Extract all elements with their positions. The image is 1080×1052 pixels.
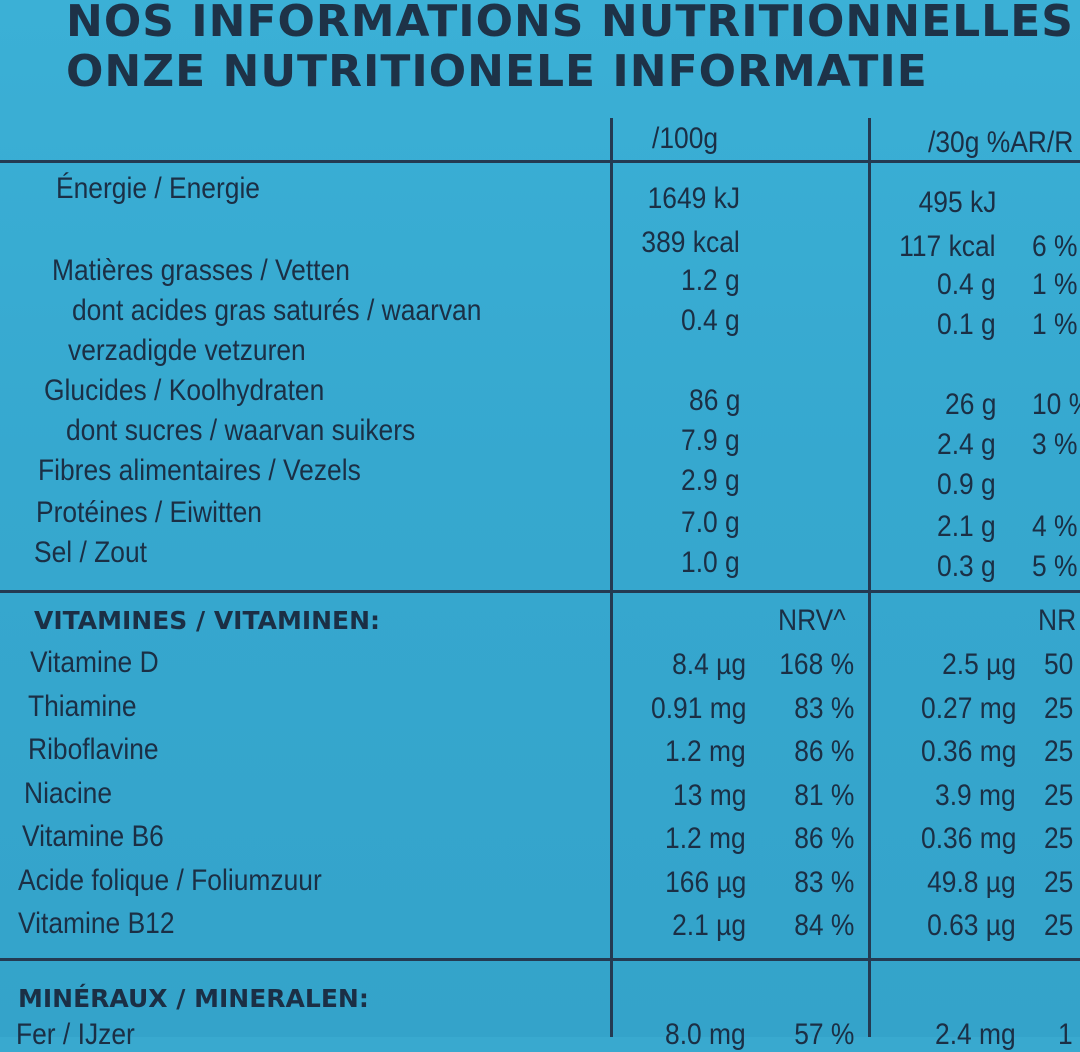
minerals-heading: MINÉRAUX / MINERALEN:	[18, 984, 369, 1013]
nutrient-ri-percent: 4 %	[1032, 510, 1078, 543]
nutrient-ri-percent: 6 %	[1032, 230, 1078, 263]
vitamin-nrv-100g: 83 %	[793, 866, 854, 899]
nutrient-label: dont acides gras saturés / waarvan	[72, 294, 482, 327]
nutrient-value-100g: 7.0 g	[681, 506, 740, 539]
vitamin-value-30g: 0.36 mg	[920, 735, 1016, 768]
nutrient-ri-percent: 5 %	[1032, 550, 1078, 583]
vitamin-nrv-30g: 25	[1044, 909, 1074, 942]
nutrient-value-100g: 86 g	[688, 384, 740, 417]
vitamin-value-30g: 2.5 µg	[942, 648, 1016, 681]
nutrient-value-30g: 2.1 g	[937, 510, 996, 543]
nutrient-value-30g: 0.9 g	[937, 468, 996, 501]
vitamin-value-100g: 8.4 µg	[672, 648, 746, 681]
vitamin-nrv-100g: 83 %	[793, 692, 854, 725]
vitamin-value-100g: 1.2 mg	[665, 735, 746, 768]
nutrient-label: Matières grasses / Vetten	[52, 254, 350, 287]
vitamin-label: Acide folique / Foliumzuur	[18, 864, 322, 897]
nutrient-label: Fibres alimentaires / Vezels	[38, 454, 361, 487]
nutrient-value-30g: 0.3 g	[937, 550, 996, 583]
vitamin-nrv-30g: 50	[1044, 648, 1074, 681]
nutrient-label: Glucides / Koolhydraten	[44, 374, 325, 407]
mineral-value-30g: 2.4 mg	[935, 1018, 1016, 1051]
nutrient-value-100g: 1.2 g	[681, 264, 740, 297]
title-dutch: ONZE NUTRITIONELE INFORMATIE	[66, 46, 928, 97]
nutrient-value-30g: 0.1 g	[937, 308, 996, 341]
nutrient-value-100g: 389 kcal	[641, 226, 740, 259]
vitamin-nrv-30g: 25	[1044, 692, 1074, 725]
vitamins-divider	[0, 590, 1080, 593]
vitamin-nrv-30g: 25	[1044, 779, 1074, 812]
header-per-100g: /100g	[652, 122, 719, 155]
nutrient-value-100g: 1649 kJ	[647, 182, 740, 215]
nutrient-label: Sel / Zout	[34, 536, 147, 569]
nutrient-value-30g: 117 kcal	[899, 230, 996, 263]
vitamin-label: Riboflavine	[28, 733, 159, 766]
vitamin-label: Vitamine B6	[22, 820, 164, 853]
vitamin-nrv-30g: 25	[1044, 822, 1074, 855]
nutrient-value-100g: 0.4 g	[681, 304, 740, 337]
nutrient-value-30g: 2.4 g	[937, 428, 996, 461]
nutrient-value-100g: 2.9 g	[681, 464, 740, 497]
nutrient-value-30g: 0.4 g	[937, 268, 996, 301]
nutrient-ri-percent: 3 %	[1032, 428, 1078, 461]
nutrient-ri-percent: 1 %	[1032, 308, 1078, 341]
vitamin-value-30g: 49.8 µg	[927, 866, 1016, 899]
nutrient-ri-percent: 1 %	[1032, 268, 1078, 301]
vitamin-value-30g: 0.27 mg	[920, 692, 1016, 725]
vitamin-nrv-100g: 86 %	[793, 735, 854, 768]
vitamin-nrv-100g: 84 %	[793, 909, 854, 942]
header-divider	[0, 160, 1080, 163]
vitamin-value-30g: 0.36 mg	[920, 822, 1016, 855]
column-divider-30g	[868, 118, 871, 1037]
vitamin-value-100g: 2.1 µg	[672, 909, 746, 942]
column-divider-100g	[610, 118, 613, 1037]
vitamin-nrv-100g: 86 %	[793, 822, 854, 855]
vitamins-heading: VITAMINES / VITAMINEN:	[34, 606, 381, 635]
vitamin-nrv-100g: 168 %	[779, 648, 854, 681]
vitamin-label: Vitamine B12	[18, 907, 175, 940]
vitamin-value-30g: 3.9 mg	[935, 779, 1016, 812]
nutrient-label: dont sucres / waarvan suikers	[66, 414, 416, 447]
vitamin-label: Vitamine D	[30, 646, 159, 679]
vitamin-label: Thiamine	[28, 690, 137, 723]
nutrient-value-30g: 26 g	[944, 388, 996, 421]
nutrient-label: verzadigde vetzuren	[68, 334, 306, 367]
nutrient-value-30g: 495 kJ	[918, 186, 996, 219]
nutrient-value-100g: 1.0 g	[681, 546, 740, 579]
nutrient-value-100g: 7.9 g	[681, 424, 740, 457]
minerals-divider	[0, 958, 1080, 961]
vitamin-value-100g: 13 mg	[672, 779, 746, 812]
vitamin-value-100g: 166 µg	[664, 866, 746, 899]
vitamin-nrv-100g: 81 %	[793, 779, 854, 812]
mineral-nrv-30g: 1	[1058, 1018, 1073, 1051]
vitamin-nrv-30g: 25	[1044, 866, 1074, 899]
vitamin-value-100g: 1.2 mg	[665, 822, 746, 855]
mineral-label: Fer / IJzer	[16, 1018, 135, 1051]
vitamin-nrv-30g: 25	[1044, 735, 1074, 768]
nutrient-label: Énergie / Energie	[56, 172, 260, 205]
nrv-header: NRV^	[778, 604, 846, 637]
nrv-header-30g: NR	[1038, 604, 1077, 637]
nutrient-ri-percent: 10 %	[1032, 388, 1080, 421]
vitamin-label: Niacine	[24, 777, 113, 810]
nutrient-label: Protéines / Eiwitten	[36, 496, 262, 529]
vitamin-value-100g: 0.91 mg	[650, 692, 746, 725]
header-per-30g: /30g %AR/R	[928, 126, 1074, 159]
vitamin-value-30g: 0.63 µg	[927, 909, 1016, 942]
title-french: NOS INFORMATIONS NUTRITIONNELLES	[66, 0, 1074, 47]
